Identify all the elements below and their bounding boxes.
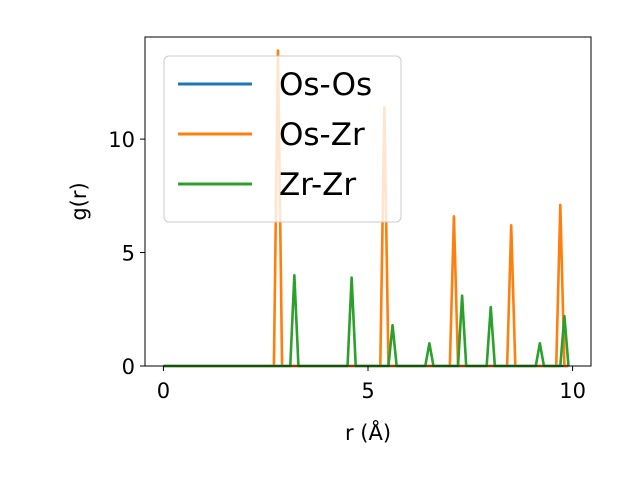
y-axis: 0 5 10 [108,128,145,379]
legend: Os-Os Os-Zr Zr-Zr [163,55,402,223]
legend-box [163,55,402,223]
legend-entry-zr-zr: Zr-Zr [279,167,356,203]
x-tick-label: 10 [559,379,586,403]
y-tick-label: 10 [108,128,135,152]
y-tick-label: 5 [122,242,135,266]
legend-entry-os-os: Os-Os [279,67,372,103]
x-tick-label: 0 [157,379,170,403]
x-axis: 0 5 10 [157,366,586,403]
y-axis-label: g(r) [67,182,91,220]
legend-entry-os-zr: Os-Zr [279,117,365,153]
series-line-os-zr [163,49,569,368]
x-axis-label: r (Å) [345,419,391,445]
x-tick-label: 5 [361,379,374,403]
y-tick-label: 0 [122,355,135,379]
